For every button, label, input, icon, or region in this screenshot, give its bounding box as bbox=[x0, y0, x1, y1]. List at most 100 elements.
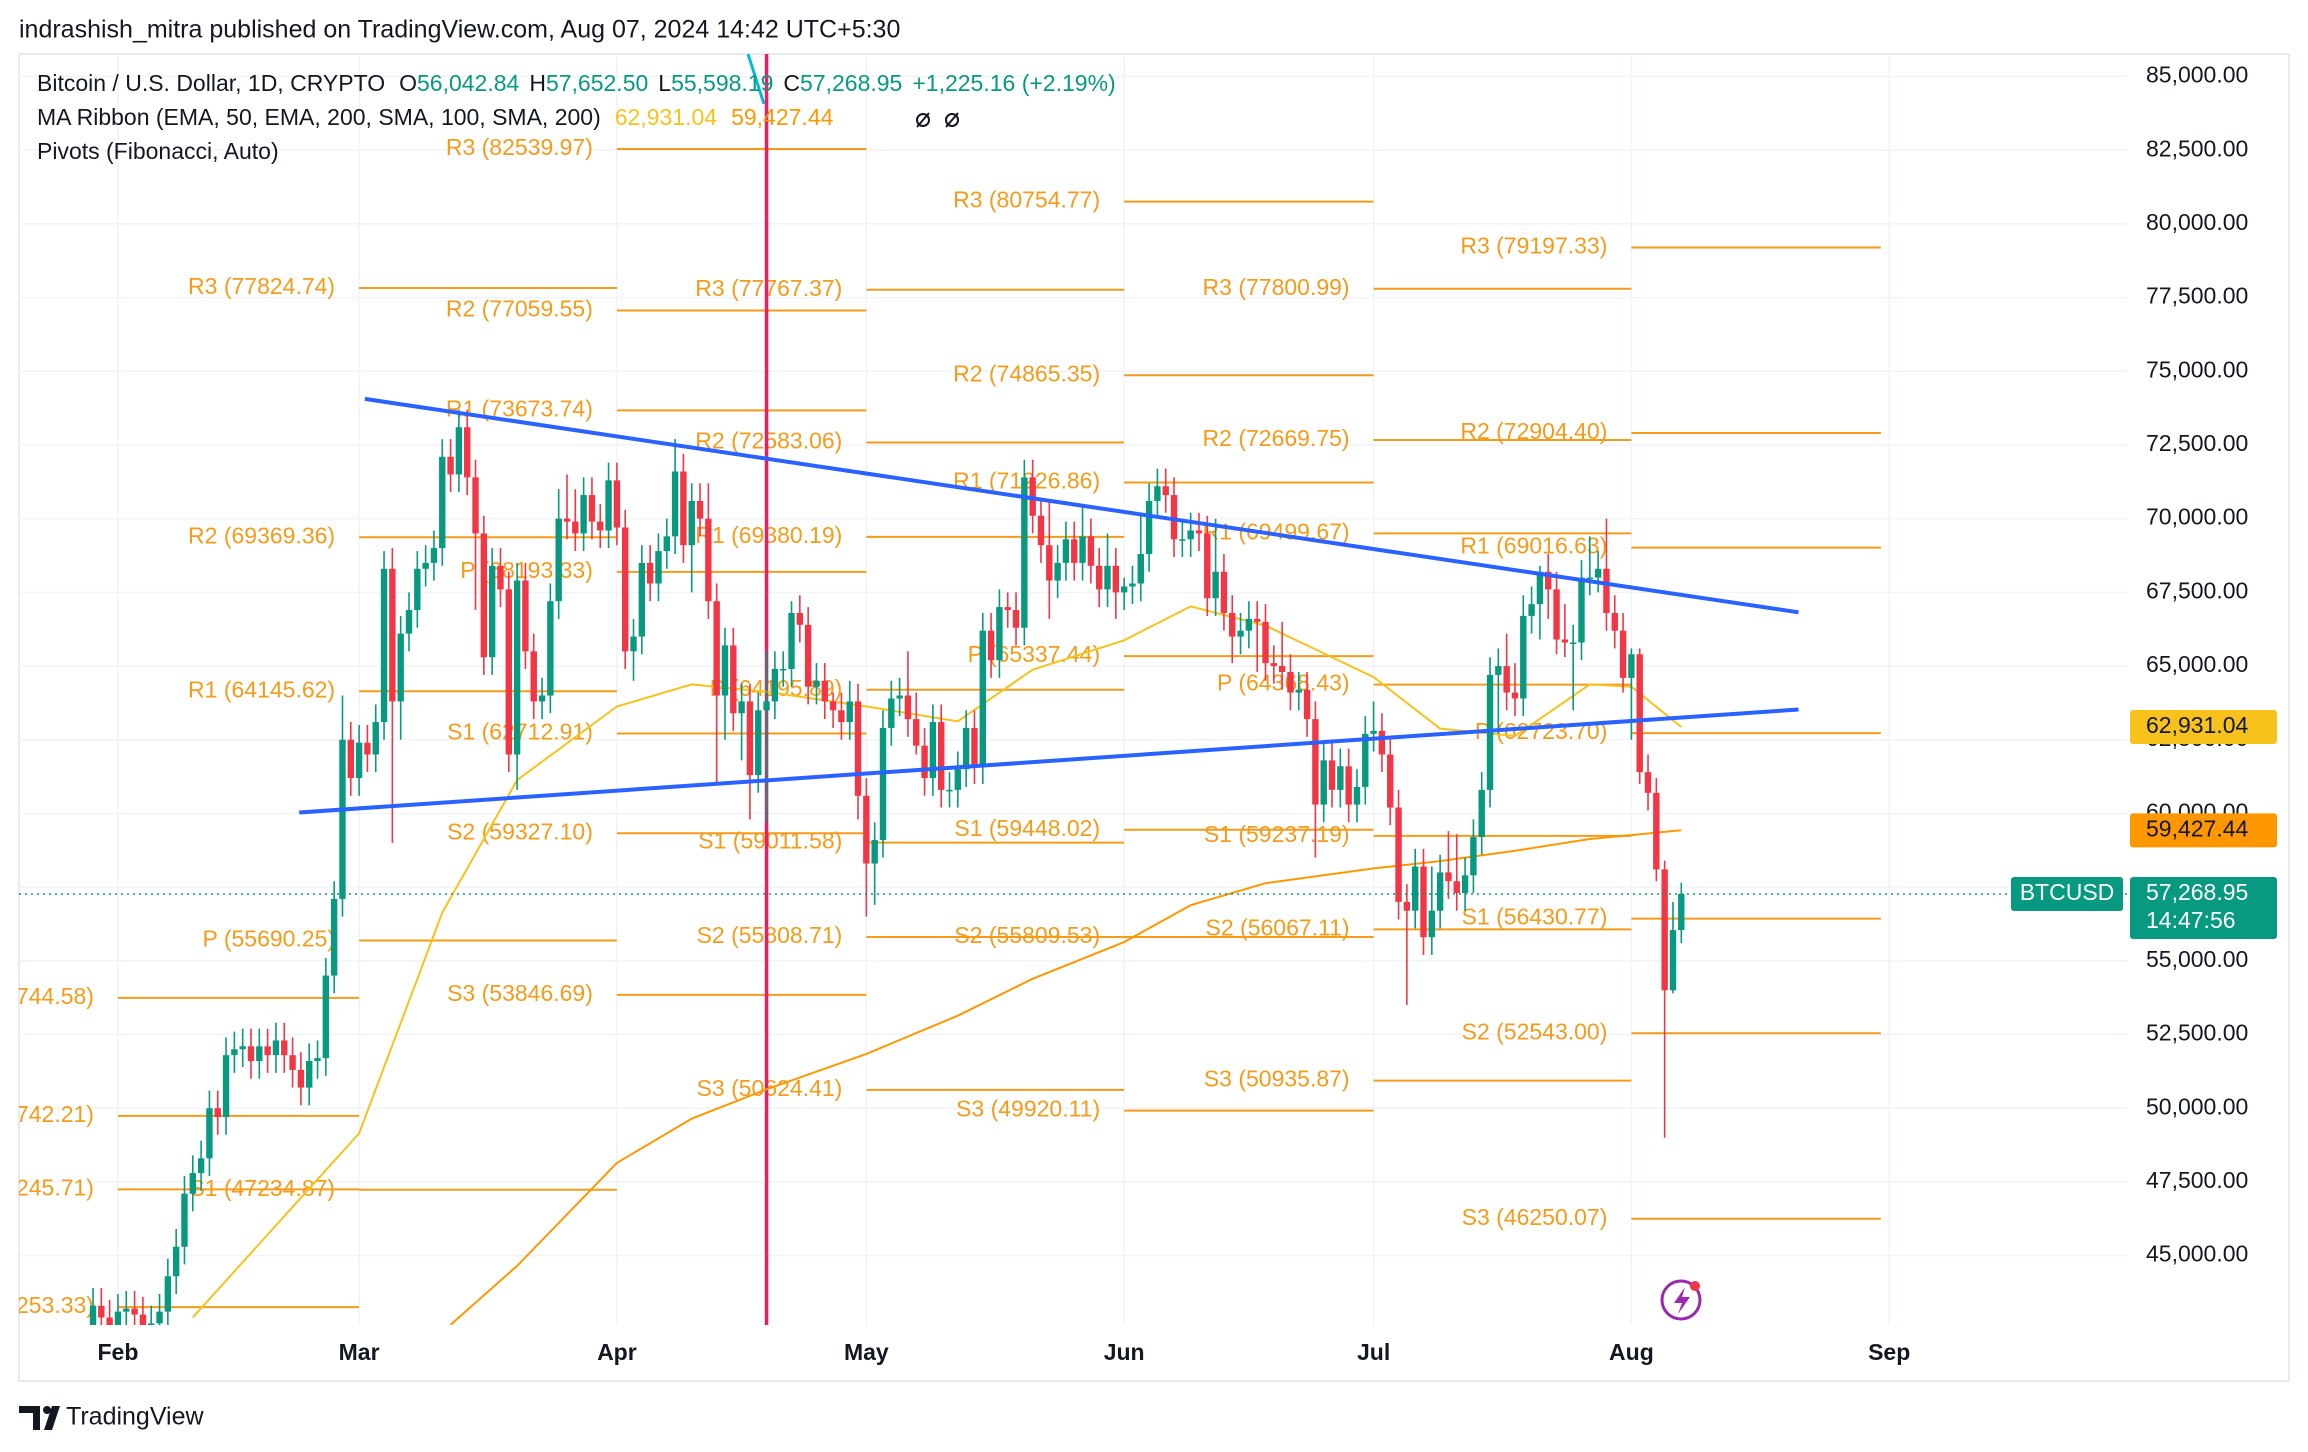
drawing-line bbox=[746, 54, 766, 105]
candle-body bbox=[256, 1046, 263, 1062]
candle-body bbox=[1678, 893, 1685, 931]
candle-body bbox=[1212, 571, 1219, 599]
y-tick-label: 75,000.00 bbox=[2146, 356, 2248, 382]
candle-body bbox=[547, 601, 554, 696]
legend-icons bbox=[916, 112, 959, 128]
candle-body bbox=[755, 710, 762, 776]
candle-body bbox=[1644, 772, 1652, 793]
candle-body bbox=[214, 1108, 221, 1118]
candle-body bbox=[1436, 872, 1444, 911]
pivot-label: S3 (46250.07) bbox=[1462, 1204, 1608, 1230]
candle-body bbox=[1328, 760, 1336, 790]
candle-body bbox=[139, 1314, 147, 1325]
pivot-label: S1 (56430.77) bbox=[1462, 904, 1608, 930]
pivot-label: R3 (82539.97) bbox=[446, 134, 593, 160]
pivot-label: R2 (72583.06) bbox=[695, 428, 842, 454]
last-price-box bbox=[2130, 876, 2277, 939]
candle-body bbox=[738, 701, 745, 714]
candle-body bbox=[1428, 910, 1436, 938]
candle-body bbox=[1511, 692, 1519, 699]
candle-body bbox=[1104, 565, 1111, 590]
candle-body bbox=[1553, 589, 1560, 640]
candle-body bbox=[871, 839, 878, 864]
candle-body bbox=[1195, 530, 1203, 534]
ohlc-value: 55,598.19 bbox=[671, 70, 773, 96]
candle-body bbox=[705, 518, 712, 602]
candle-body bbox=[1520, 615, 1527, 699]
pivot-label: R1 (64145.62) bbox=[188, 676, 335, 702]
candle-body bbox=[655, 551, 662, 584]
candle-body bbox=[1270, 663, 1278, 667]
candle-body bbox=[181, 1193, 188, 1247]
candle-body bbox=[1179, 539, 1186, 541]
y-tick-label: 77,500.00 bbox=[2146, 283, 2248, 309]
pivot-label: S2 (52543.00) bbox=[1462, 1018, 1608, 1044]
candle-body bbox=[1120, 586, 1128, 593]
y-tick-label: 45,000.00 bbox=[2146, 1241, 2248, 1267]
x-tick-label: Aug bbox=[1609, 1339, 1654, 1365]
candle-body bbox=[397, 633, 404, 702]
pivot-label: S3 (49920.11) bbox=[956, 1096, 1100, 1122]
candle-body bbox=[1046, 545, 1053, 581]
candle-body bbox=[1594, 568, 1602, 578]
change: +1,225.16 (+2.19%) bbox=[912, 70, 1115, 96]
candle-body bbox=[114, 1311, 122, 1325]
candle-body bbox=[447, 456, 454, 475]
trend-line bbox=[299, 707, 1799, 815]
x-tick-label: Mar bbox=[339, 1339, 380, 1365]
candle-body bbox=[1204, 533, 1211, 599]
candle-body bbox=[339, 739, 346, 899]
candle-body bbox=[605, 480, 612, 531]
candle-body bbox=[1653, 792, 1660, 870]
pivot-label: P (64368.43) bbox=[1217, 670, 1350, 696]
candle-body bbox=[1295, 689, 1302, 693]
candle-body bbox=[123, 1308, 130, 1312]
candle-body bbox=[372, 722, 379, 755]
candle-body bbox=[563, 518, 571, 522]
candle-body bbox=[821, 680, 828, 702]
candle-body bbox=[1545, 571, 1552, 590]
candle-body bbox=[1495, 666, 1502, 675]
candle-body bbox=[355, 742, 363, 779]
candle-body bbox=[1312, 719, 1319, 805]
candle-body bbox=[1229, 612, 1236, 637]
candle-body bbox=[480, 533, 488, 658]
candle-body bbox=[189, 1173, 196, 1194]
candle-body bbox=[688, 500, 695, 546]
candle-body bbox=[1619, 630, 1627, 678]
candle-body bbox=[289, 1055, 296, 1070]
pivot-label: S2 (56067.11) bbox=[1206, 914, 1350, 940]
x-tick-label: Jun bbox=[1104, 1339, 1145, 1365]
candle-body bbox=[1012, 610, 1020, 628]
candle-body bbox=[979, 630, 986, 767]
candle-body bbox=[1278, 666, 1286, 672]
candle-body bbox=[430, 548, 438, 563]
candle-body bbox=[1287, 671, 1294, 693]
axis-price-label: 59,427.44 bbox=[2146, 815, 2249, 841]
candle-body bbox=[439, 456, 446, 549]
candle-body bbox=[1170, 495, 1178, 540]
pivot-label: R3 (79197.33) bbox=[1460, 233, 1607, 259]
candle-body bbox=[156, 1311, 163, 1324]
candle-body bbox=[1054, 562, 1061, 581]
candle-body bbox=[1021, 477, 1028, 628]
candle-body bbox=[879, 727, 887, 840]
candle-body bbox=[1262, 621, 1269, 664]
pivot-label: S1 (47234.87) bbox=[189, 1175, 335, 1201]
ohlc-key: L bbox=[658, 70, 671, 96]
alert-icon[interactable] bbox=[1660, 1279, 1702, 1321]
candle-body bbox=[663, 536, 670, 552]
pivot-label: P (68193.33) bbox=[460, 557, 593, 583]
candle-body bbox=[1478, 789, 1485, 838]
candle-body bbox=[1071, 539, 1078, 563]
candle-body bbox=[1245, 618, 1253, 631]
y-tick-label: 55,000.00 bbox=[2146, 946, 2248, 972]
candle-body bbox=[1062, 539, 1070, 563]
candle-body bbox=[1137, 554, 1144, 584]
candle-body bbox=[788, 612, 795, 669]
candle-body bbox=[347, 739, 354, 779]
axis-price-box bbox=[2130, 710, 2277, 745]
pivots-legend: Pivots (Fibonacci, Auto) bbox=[37, 138, 279, 164]
candle-body bbox=[1037, 515, 1045, 546]
candle-body bbox=[1187, 530, 1194, 540]
